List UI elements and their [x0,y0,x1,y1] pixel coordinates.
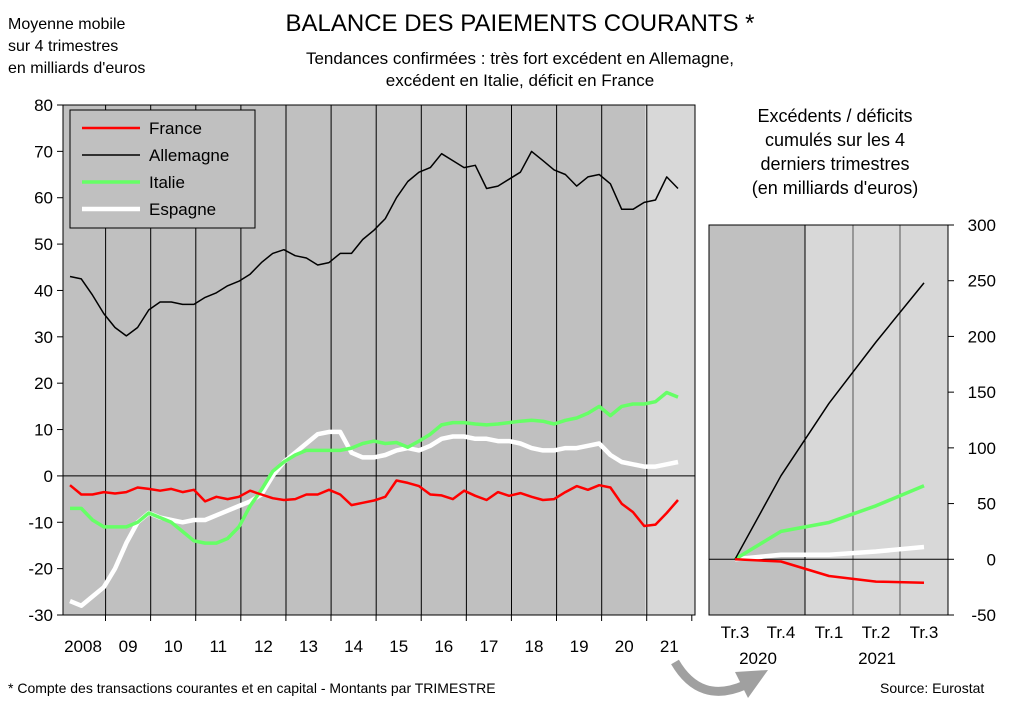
right-title-line-4: (en milliards d'euros) [751,178,919,198]
footnote: * Compte des transactions courantes et e… [8,680,496,696]
right-panel-title: Excédents / déficits cumulés sur les 4 d… [700,104,970,200]
legend: France Allemagne Italie Espagne [69,109,256,229]
x-tick-label: 09 [119,637,138,656]
y-tick-label: -20 [28,560,53,579]
x-tick-label: 11 [209,637,227,656]
cum-x-tick-label: Tr.2 [862,623,891,642]
cum-y-tick-label: 150 [968,383,996,402]
legend-label-france: France [149,119,202,138]
x-tick-label: 20 [615,637,634,656]
x-tick-label: 18 [525,637,544,656]
y-tick-label: 0 [44,467,53,486]
series-line-italie [70,390,679,545]
cum-series-line-allemagne [734,282,925,560]
main-line-chart: 80 70 60 50 40 30 20 10 0 -10 -20 -30 2008 09 10 11 12 13… [28,96,696,656]
cum-year-label: 2021 [858,649,896,668]
x-tick-label: 12 [254,637,273,656]
y-tick-label: 30 [34,328,53,347]
y-tick-label: 60 [34,189,53,208]
x-tick-label: 16 [434,637,453,656]
legend-label-italie: Italie [149,173,185,192]
subtitle-line-1: Tendances confirmées : très fort excéden… [305,49,735,68]
y-tick-label: 20 [34,374,53,393]
cum-x-tick-label: Tr.4 [767,623,796,642]
cum-series-line-italie [734,484,925,561]
legend-label-espagne: Espagne [149,200,216,219]
y-tick-label: 70 [34,142,53,161]
x-tick-label: 17 [479,637,498,656]
cum-plot-frame [708,224,949,616]
cum-y-tick-label: 0 [987,550,996,569]
x-tick-label: 21 [660,637,679,656]
chart-title: BALANCE DES PAIEMENTS COURANTS * [285,10,755,37]
cum-series-line-espagne [734,544,925,562]
cumulative-line-chart: 300 250 200 150 100 50 0 -50 Tr.3 Tr.4 Tr.1 Tr.2 Tr.… [708,216,996,668]
right-title-line-1: Excédents / déficits [757,106,913,126]
plot-frame [62,104,696,616]
unit-line-3: en milliards d'euros [8,60,146,77]
cum-x-tick-label: Tr.1 [815,623,844,642]
cum-y-tick-label: 250 [968,272,996,291]
y-tick-label: -10 [28,513,53,532]
x-tick-label: 13 [299,637,318,656]
unit-line-1: Moyenne mobile [8,16,126,33]
curved-arrow-icon [671,659,768,698]
cum-year-label: 2020 [739,649,777,668]
y-tick-label: -30 [28,606,53,625]
cum-series-line-france [734,558,925,584]
right-title-line-2: cumulés sur les 4 [764,130,906,150]
cum-plot-background-2020 [709,225,805,615]
unit-note: Moyenne mobile sur 4 trimestres en milli… [8,14,208,80]
series-line-allemagne [69,150,679,337]
cum-y-tick-label: 50 [977,495,996,514]
y-tick-label: 50 [34,235,53,254]
x-tick-label: 19 [570,637,589,656]
y-tick-label: 40 [34,281,53,300]
subtitle-line-2: excédent en Italie, déficit en France [385,71,655,90]
cum-x-tick-label: Tr.3 [721,623,750,642]
cum-y-tick-label: 300 [968,216,996,235]
series-line-espagne [69,429,679,608]
cum-y-tick-label: 100 [968,439,996,458]
series-line-france [69,479,679,528]
plot-background-highlight [645,105,695,615]
x-tick-label: 2008 [64,637,102,656]
x-tick-label: 10 [164,637,183,656]
legend-label-allemagne: Allemagne [149,146,229,165]
cum-x-tick-label: Tr.3 [910,623,939,642]
chart-subtitle: Tendances confirmées : très fort excéden… [230,48,810,92]
cum-y-tick-label: 200 [968,327,996,346]
source-note: Source: Eurostat [880,680,985,696]
unit-line-2: sur 4 trimestres [8,38,119,55]
y-tick-label: 80 [34,96,53,115]
x-tick-label: 15 [389,637,408,656]
cum-y-tick-label: -50 [971,606,996,625]
y-tick-label: 10 [34,421,53,440]
x-tick-label: 14 [344,637,363,656]
right-title-line-3: derniers trimestres [760,154,910,174]
